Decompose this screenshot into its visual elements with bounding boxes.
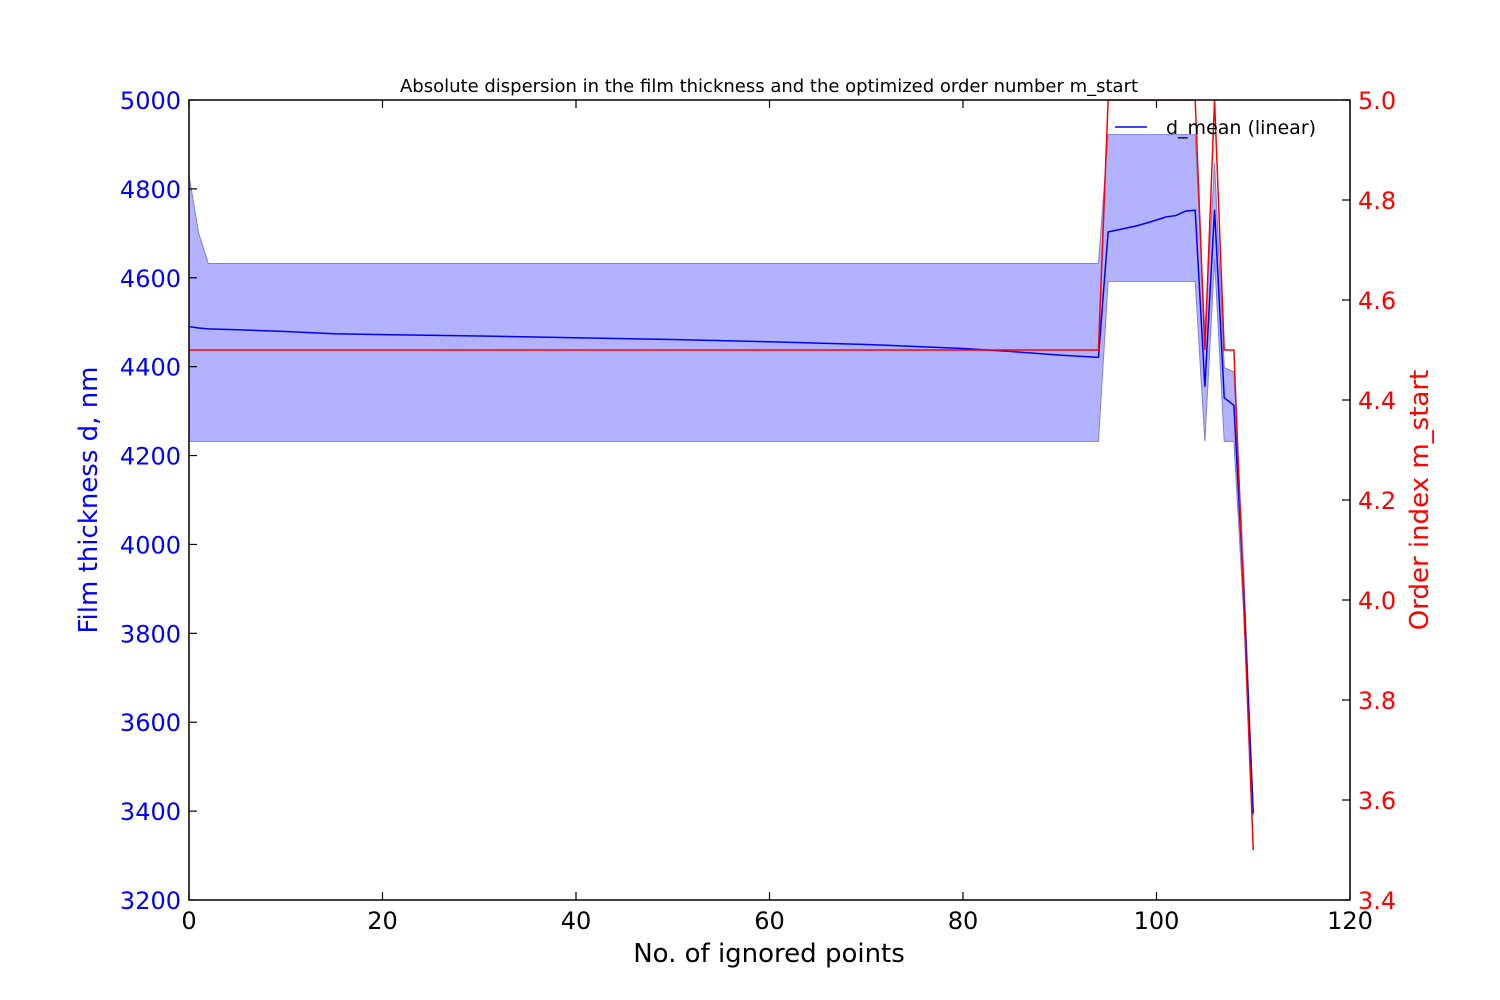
x-axis-title: No. of ignored points (633, 939, 905, 969)
left-y-axis-title: Film thickness d, nm (74, 366, 104, 633)
y-tick-label: 3800 (120, 620, 181, 648)
y2-tick-label: 4.8 (1358, 187, 1396, 215)
x-tick-label: 40 (561, 907, 592, 935)
y-tick-label: 4400 (120, 354, 181, 382)
x-tick-label: 0 (181, 907, 196, 935)
x-tick-label: 100 (1134, 907, 1180, 935)
right-y-axis-title: Order index m_start (1405, 370, 1435, 630)
left-y-axis: 3200 3400 3600 3800 4000 4200 4400 4600 4800 5000 (120, 87, 197, 915)
y2-tick-label: 3.8 (1358, 687, 1396, 715)
legend: d_mean (linear) (1115, 117, 1316, 139)
y2-tick-label: 3.6 (1358, 787, 1396, 815)
m-start-line (189, 100, 1254, 851)
x-tick-label: 120 (1327, 907, 1373, 935)
plot-area (188, 99, 1351, 901)
y-tick-label: 4800 (120, 176, 181, 204)
y-tick-label: 4200 (120, 443, 181, 471)
y2-tick-label: 4.6 (1358, 287, 1396, 315)
x-tick-label: 80 (948, 907, 979, 935)
y-tick-label: 3400 (120, 798, 181, 826)
y-tick-label: 4600 (120, 265, 181, 293)
y2-tick-label: 3.4 (1358, 887, 1396, 915)
x-axis: 0 20 40 60 80 100 120 (181, 100, 1373, 935)
y-tick-label: 3200 (120, 887, 181, 915)
y2-tick-label: 5.0 (1358, 87, 1396, 115)
legend-label-d-mean: d_mean (linear) (1166, 117, 1316, 139)
y2-tick-label: 4.4 (1358, 387, 1396, 415)
y-tick-label: 3600 (120, 709, 181, 737)
x-tick-label: 60 (754, 907, 785, 935)
y-tick-label: 5000 (120, 87, 181, 115)
y-tick-label: 4000 (120, 531, 181, 559)
y2-tick-label: 4.0 (1358, 587, 1396, 615)
x-tick-label: 20 (367, 907, 398, 935)
d-mean-line (189, 209, 1254, 814)
right-y-axis: 3.4 3.6 3.8 4.0 4.2 4.4 4.6 4.8 5.0 (1342, 87, 1396, 915)
y2-tick-label: 4.2 (1358, 487, 1396, 515)
thickness-dispersion-band (189, 134, 1254, 816)
chart-title: Absolute dispersion in the film thicknes… (400, 76, 1138, 97)
